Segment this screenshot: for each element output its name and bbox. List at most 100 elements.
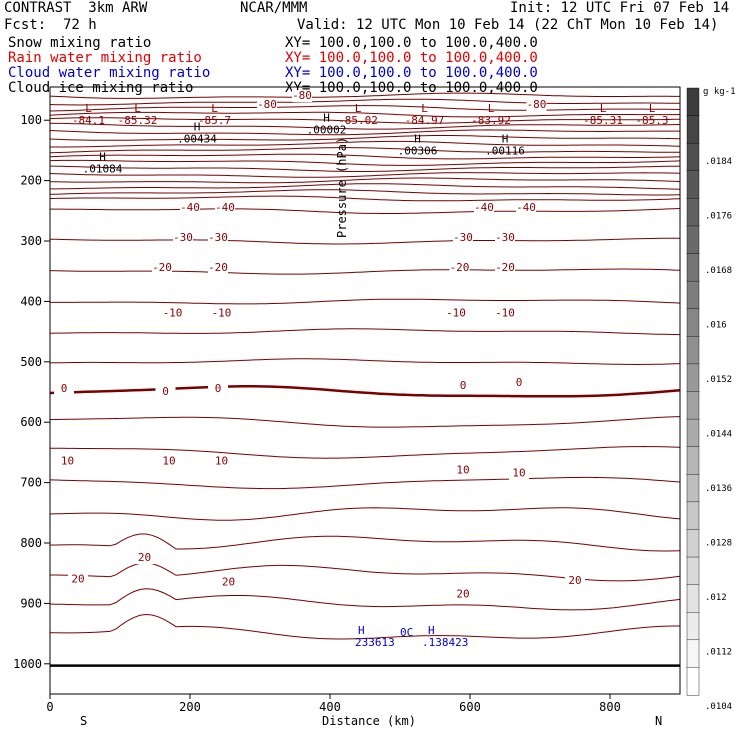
contour-label: -30 <box>208 231 228 244</box>
contour-label-bg <box>54 383 74 396</box>
y-tick-label: 1000 <box>13 657 42 671</box>
contour-label: 10 <box>456 464 469 477</box>
temperature-contour <box>49 165 681 172</box>
temperature-contour <box>49 153 681 160</box>
colorbar-label: .0152 <box>705 375 732 385</box>
snow-high-marker: H <box>502 132 509 145</box>
contour-label: 0 <box>460 379 467 392</box>
contour-label: 20 <box>71 572 84 585</box>
temperature-contour <box>49 135 681 141</box>
contour-label-bg <box>155 386 176 399</box>
contour-label: -10 <box>212 307 232 320</box>
colorbar-label: .0184 <box>705 157 732 167</box>
temperature-contour <box>49 122 681 130</box>
contour-label: -40 <box>474 201 494 214</box>
contour-label-bg <box>211 455 232 468</box>
init-time: Init: 12 UTC Fri 07 Feb 14 <box>510 0 730 16</box>
contour-label: 20 <box>222 575 235 588</box>
low-value: -84.1 <box>72 114 105 127</box>
colorbar-swatch <box>686 280 700 310</box>
low-marker: L <box>488 102 495 115</box>
x-tick-label: 400 <box>319 700 341 714</box>
snow-high-value: .01084 <box>83 163 123 176</box>
colorbar-swatch <box>686 115 700 144</box>
contour-label-bg <box>218 576 239 589</box>
colorbar-swatch <box>686 253 700 282</box>
contour-label-bg <box>565 575 585 588</box>
contour-label-bg <box>453 232 473 245</box>
contour-label-bg <box>495 232 515 245</box>
legend-rain-xy: XY= 100.0,100.0 to 100.0,400.0 <box>285 50 538 66</box>
low-marker: L <box>355 102 362 115</box>
colorbar-swatch <box>686 474 700 503</box>
colorbar-swatch <box>686 142 700 172</box>
low-value: -84.97 <box>405 114 445 127</box>
contour-label-bg <box>173 232 193 245</box>
y-tick-label: 800 <box>20 536 42 550</box>
low-value: -85.02 <box>338 114 378 127</box>
contour-label: 10 <box>61 454 74 467</box>
colorbar: g kg-1 .0184 .0176 .0168 .016 .0152 .0144 .0136… <box>686 87 736 712</box>
contour-label: -30 <box>495 231 515 244</box>
colorbar-swatch <box>686 584 700 613</box>
contour-label-bg <box>215 201 235 214</box>
model-title: CONTRAST 3km ARW <box>4 0 148 16</box>
extrema-labels: L-84.1L-85.32L-85.7L-85.02L-84.97L-83.92… <box>72 102 669 649</box>
contour-label-bg <box>208 383 228 396</box>
snow-high-marker: H <box>194 120 201 133</box>
contour-label: -30 <box>173 231 193 244</box>
temperature-contour <box>49 237 680 245</box>
low-value: -85.3 <box>635 114 668 127</box>
x-tick-label: 600 <box>459 700 481 714</box>
colorbar-swatch <box>686 639 700 669</box>
y-tick-label: 500 <box>20 355 42 369</box>
contour-labels: -80 -80 -80 -40 -40 -40 -40 -30 -30 -30 -30 -20 -20 -… <box>54 89 585 601</box>
colorbar-label: .016 <box>705 321 727 331</box>
colorbar-label: .012 <box>705 593 727 603</box>
legend-ice: Cloud ice mixing ratio <box>8 80 194 96</box>
temperature-contour <box>49 92 680 99</box>
contour-label-bg <box>526 99 547 112</box>
cloud-water-high-marker: H <box>358 624 365 637</box>
colorbar-swatch <box>686 529 700 558</box>
temperature-contour <box>49 172 681 178</box>
legend-snow-xy: XY= 100.0,100.0 to 100.0,400.0 <box>285 35 538 51</box>
x-end-label-north: N <box>655 714 662 728</box>
contour-label-bg <box>180 201 200 214</box>
contour-label-bg <box>453 464 473 477</box>
temperature-contour <box>49 476 681 490</box>
contour-label: -40 <box>215 201 235 214</box>
temperature-contour <box>49 385 681 398</box>
colorbar-label: .0176 <box>705 212 732 222</box>
contour-label: -20 <box>450 261 470 274</box>
valid-time: Valid: 12 UTC Mon 10 Feb 14 (22 ChT Mon … <box>297 17 719 33</box>
contour-label: -20 <box>208 261 228 274</box>
x-axis-label: Distance (km) <box>322 714 416 728</box>
contour-label-bg <box>516 201 536 214</box>
snow-high-value: .00002 <box>307 123 347 136</box>
contour-label: 0 <box>516 376 523 389</box>
low-marker: L <box>421 102 428 115</box>
colorbar-swatch <box>686 87 700 117</box>
y-axis-label: Pressure (hPa) <box>335 137 349 238</box>
contour-label-bg <box>495 262 515 275</box>
contour-label: 20 <box>568 574 581 587</box>
fcst-value: 72 h <box>63 17 97 33</box>
contour-label: 0 <box>215 382 222 395</box>
colorbar-swatch <box>686 501 700 531</box>
x-tick-label: 200 <box>179 700 201 714</box>
contour-label: -10 <box>163 307 183 320</box>
cloud-water-center: 0C <box>400 626 413 639</box>
temperature-contour <box>49 177 681 184</box>
contour-label: -20 <box>495 261 515 274</box>
cloud-water-high-right: .138423 <box>422 636 468 649</box>
plot-frame <box>49 86 681 695</box>
contour-label: -40 <box>180 201 200 214</box>
temperature-contour <box>49 129 680 136</box>
contour-label: -30 <box>453 231 473 244</box>
low-value: -85.7 <box>198 114 231 127</box>
x-end-label-south: S <box>80 714 87 728</box>
legend-rain: Rain water mixing ratio <box>8 50 202 66</box>
y-tick-label: 900 <box>20 596 42 610</box>
